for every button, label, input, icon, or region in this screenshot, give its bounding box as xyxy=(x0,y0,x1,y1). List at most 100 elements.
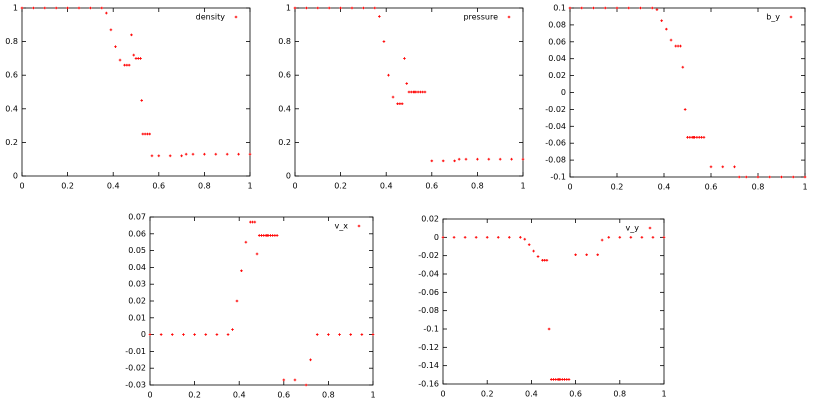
x-tick-label: 0.4 xyxy=(107,182,120,191)
y-tick-label: 0.8 xyxy=(5,37,18,46)
point xyxy=(674,44,678,48)
point xyxy=(474,236,478,239)
point xyxy=(567,378,571,381)
point xyxy=(262,234,266,237)
y-tick-label: -0.16 xyxy=(418,380,439,389)
point xyxy=(464,157,468,161)
point xyxy=(123,63,126,67)
point xyxy=(768,175,772,179)
legend-label: density xyxy=(196,13,226,22)
point xyxy=(565,378,569,381)
y-tick-label: 0.05 xyxy=(128,246,146,255)
y-tick-label: 0.06 xyxy=(128,229,146,238)
point xyxy=(244,240,248,244)
point xyxy=(140,99,143,102)
point xyxy=(669,38,673,42)
point xyxy=(521,157,525,161)
plot: -0.1 -0.08 -0.06 -0.04 -0.02 0 0.02 0.04 0.06 0.0… xyxy=(545,4,807,192)
plot: -0.16 -0.14 -0.12 -0.1 -0.08 -0.06 -0.04 -0.02 0… xyxy=(418,215,666,399)
legend-marker xyxy=(234,15,238,19)
point xyxy=(225,152,229,156)
x-tick-label: 0.6 xyxy=(705,183,718,192)
x-tick-label: 1 xyxy=(802,183,807,192)
point xyxy=(615,6,619,10)
y-tick-label: 0 xyxy=(13,172,18,181)
point xyxy=(327,6,331,10)
point xyxy=(414,90,418,94)
point xyxy=(240,269,243,273)
point xyxy=(527,243,531,246)
y-tick-label: -0.06 xyxy=(418,288,439,297)
point xyxy=(496,236,500,239)
point xyxy=(400,102,404,106)
x-tick-label: 0.2 xyxy=(334,182,347,191)
point xyxy=(146,132,149,136)
point xyxy=(547,327,551,331)
point xyxy=(409,90,413,94)
point xyxy=(683,108,687,111)
point xyxy=(66,6,69,10)
y-tick-label: 0.04 xyxy=(128,263,146,272)
point xyxy=(596,253,599,257)
point xyxy=(371,333,375,336)
point xyxy=(541,258,544,262)
point xyxy=(309,358,312,362)
legend-marker xyxy=(789,15,793,19)
legend-marker xyxy=(507,15,511,19)
point xyxy=(338,333,341,336)
point xyxy=(148,333,152,336)
x-tick-label: 0.6 xyxy=(152,182,165,191)
point xyxy=(574,253,577,257)
point xyxy=(756,175,760,179)
y-tick-label: 0 xyxy=(141,330,146,339)
point xyxy=(253,220,257,224)
y-tick-label: 0.4 xyxy=(278,104,291,113)
point xyxy=(157,154,161,158)
point xyxy=(125,63,129,67)
point xyxy=(100,6,104,10)
y-tick-label: -0.02 xyxy=(545,105,566,114)
point xyxy=(282,378,286,382)
point xyxy=(360,333,364,336)
legend-label: b_y xyxy=(766,13,780,22)
y-tick-label: -0.06 xyxy=(545,139,566,148)
x-tick-label: 0.4 xyxy=(658,183,671,192)
x-tick-label: 0.8 xyxy=(613,390,626,399)
point xyxy=(627,6,631,10)
point xyxy=(600,238,604,242)
point xyxy=(148,132,151,136)
point xyxy=(235,299,239,303)
legend-label: pressure xyxy=(463,13,498,22)
point xyxy=(150,154,154,158)
point xyxy=(441,159,445,163)
point xyxy=(378,15,381,18)
y-tick-label: 0 xyxy=(561,88,566,97)
x-tick-label: 0.4 xyxy=(525,390,538,399)
point xyxy=(159,333,163,336)
x-tick-label: 0.4 xyxy=(380,182,393,191)
point xyxy=(226,333,230,336)
x-tick-label: 0.8 xyxy=(471,182,484,191)
point xyxy=(561,378,564,381)
point xyxy=(423,90,427,94)
x-tick-label: 0.2 xyxy=(611,183,624,192)
point xyxy=(523,237,527,241)
point xyxy=(679,44,682,48)
point xyxy=(171,333,174,336)
point xyxy=(485,236,489,239)
plot: 0 0.2 0.4 0.6 0.8 1 0 0.2 0.4 0.6 0.8 1 density xyxy=(5,4,252,191)
x-tick-label: 0 xyxy=(147,391,152,400)
point xyxy=(791,175,795,179)
point xyxy=(660,19,663,22)
point xyxy=(721,165,725,169)
point xyxy=(349,333,352,336)
point xyxy=(803,175,807,179)
point xyxy=(339,6,342,10)
point xyxy=(676,44,680,48)
point xyxy=(651,236,655,239)
point xyxy=(639,6,642,10)
point xyxy=(733,165,736,169)
point xyxy=(373,6,377,10)
point xyxy=(141,132,145,136)
point xyxy=(592,6,595,10)
